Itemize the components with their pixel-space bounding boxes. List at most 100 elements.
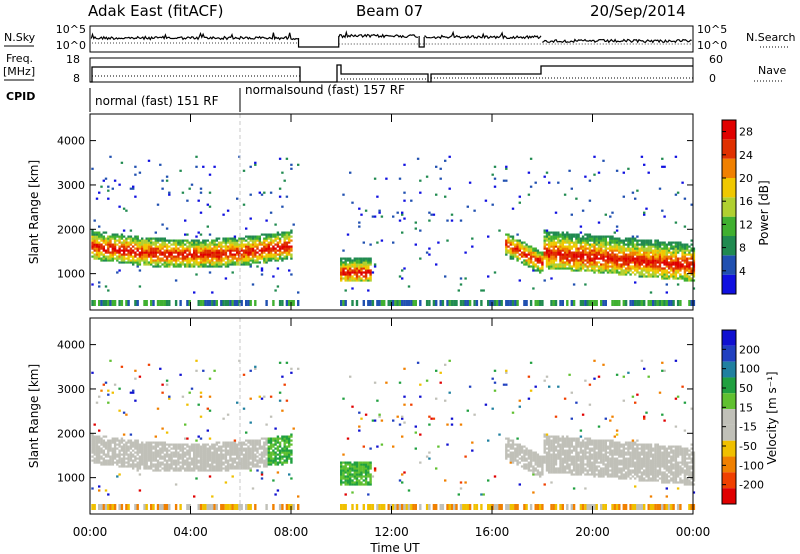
- velocity-cell-670: [197, 435, 200, 438]
- velocity-cell-1098: [265, 461, 268, 464]
- power-cell-2090: [584, 245, 587, 248]
- power-cell-2820: [674, 265, 678, 268]
- freq-left-tick-top: 18: [66, 53, 80, 66]
- power-cell-1426: [367, 259, 370, 262]
- velocity-cell-103: [104, 504, 108, 510]
- power-cell-2388: [622, 271, 625, 274]
- power-cell-2875: [681, 257, 684, 260]
- power-cell-1091: [263, 241, 266, 244]
- velocity-cell-841: [224, 467, 228, 470]
- power-cell-1144: [272, 247, 275, 250]
- power-cell-903: [233, 249, 237, 252]
- velocity-cell-366: [147, 441, 151, 444]
- velocity-cell-917: [236, 455, 239, 458]
- power-cell-1616: [511, 207, 515, 210]
- velocity-cell-659: [197, 467, 200, 470]
- power-cell-1297: [344, 273, 347, 276]
- power-cell-1672: [525, 255, 528, 258]
- velocity-cell-934: [238, 451, 241, 454]
- power-cell-1337: [351, 265, 354, 268]
- power-cell-2959: [692, 265, 696, 268]
- velocity-cell-251: [129, 443, 133, 446]
- power-cell-2619: [649, 261, 653, 264]
- velocity-cell-1503: [428, 451, 431, 454]
- power-cell-2250: [604, 255, 607, 258]
- power-cell-1305: [344, 300, 347, 306]
- velocity-cell-1229: [285, 441, 289, 444]
- power-cell-2253: [604, 249, 607, 252]
- power-cell-2076: [581, 239, 585, 242]
- power-cell-369: [150, 261, 153, 264]
- velocity-cell-516: [172, 451, 176, 454]
- velocity-cell-1435: [369, 467, 372, 470]
- velocity-cell-1814: [550, 469, 553, 472]
- velocity-cell-1888: [559, 463, 562, 466]
- power-cell-597: [186, 239, 189, 242]
- power-cell-1562: [493, 271, 497, 274]
- power-cell-2952: [692, 287, 696, 290]
- velocity-cell-1103: [265, 449, 268, 452]
- power-cell-1469: [398, 177, 402, 180]
- velocity-cell-654: [195, 443, 198, 446]
- velocity-cell-477: [165, 449, 169, 452]
- power-cell-18: [93, 253, 96, 256]
- velocity-cell-179: [118, 451, 121, 454]
- power-cell-2078: [581, 235, 585, 238]
- velocity-cell-1711: [532, 457, 535, 460]
- freq-unit-label: [MHz]: [3, 65, 35, 78]
- power-cell-362: [147, 245, 151, 248]
- velocity-cell-834: [222, 445, 225, 448]
- velocity-cell-98: [104, 445, 108, 448]
- power-cell-1598: [509, 249, 512, 252]
- power-cell-1588: [507, 241, 510, 244]
- power-cell-299: [138, 285, 142, 288]
- velocity-cell-1568: [498, 433, 501, 436]
- power-cell-1444: [373, 265, 377, 268]
- power-cell-1331: [351, 287, 354, 290]
- power-cell-2223: [600, 235, 603, 238]
- velocity-cell-1381: [360, 483, 363, 486]
- power-cell-2526: [638, 253, 641, 256]
- power-cell-705: [202, 165, 205, 168]
- power-cell-2337: [615, 265, 619, 268]
- power-cell-1325: [349, 265, 352, 268]
- velocity-cell-673: [199, 469, 203, 472]
- power-cell-1524: [446, 300, 449, 306]
- power-cell-81: [102, 249, 105, 252]
- power-cell-701: [202, 245, 205, 248]
- velocity-cell-1911: [561, 451, 564, 454]
- power-cell-2272: [606, 253, 610, 256]
- velocity-cell-1475: [401, 415, 404, 418]
- velocity-cell-789: [215, 461, 218, 464]
- power-cell-2386: [620, 239, 623, 242]
- velocity-cell-1682: [527, 463, 531, 466]
- velocity-cell-1588: [507, 445, 510, 448]
- power-cell-1180: [278, 253, 282, 256]
- velocity-cell-1486: [410, 403, 413, 406]
- power-cell-2945: [690, 253, 693, 256]
- power-cell-1790: [545, 229, 549, 232]
- velocity-cell-461: [163, 453, 166, 456]
- power-cell-2654: [654, 263, 657, 266]
- power-cell-2236: [602, 245, 605, 248]
- velocity-cell-270: [134, 463, 137, 466]
- velocity-cell-1120: [267, 445, 270, 448]
- velocity-cell-90: [102, 504, 105, 510]
- power-cell-987: [247, 257, 250, 260]
- velocity-cell-590: [186, 461, 189, 464]
- velocity-cell-1035: [254, 455, 257, 458]
- velocity-cell-1484: [407, 489, 411, 492]
- velocity-cell-1416: [364, 413, 368, 416]
- power-cell-165: [116, 255, 119, 258]
- velocity-cell-191: [120, 459, 124, 462]
- velocity-cell-291: [136, 451, 139, 454]
- power-cell-2195: [597, 253, 601, 256]
- velocity-cell-383: [152, 469, 155, 472]
- power-cell-2147: [591, 239, 594, 242]
- velocity-cell-1765: [543, 449, 546, 452]
- velocity-cell-820: [220, 455, 223, 458]
- velocity-cell-989: [247, 457, 250, 460]
- power-cell-1896: [559, 243, 562, 246]
- velocity-cell-552: [179, 455, 182, 458]
- velocity-cell-971: [245, 463, 248, 466]
